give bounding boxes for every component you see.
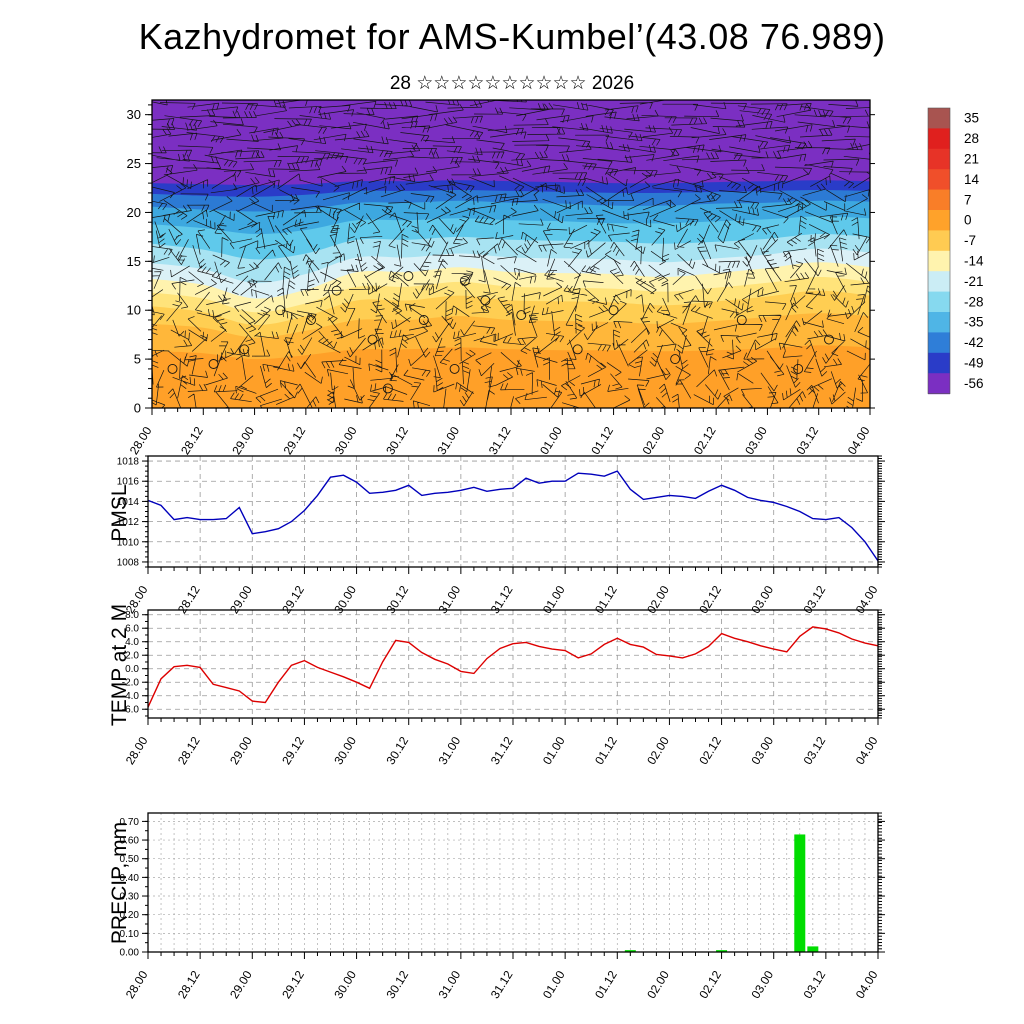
svg-text:-21: -21 (964, 274, 984, 289)
svg-text:02.00: 02.00 (644, 734, 672, 767)
svg-text:31.12: 31.12 (488, 734, 516, 767)
svg-text:29.12: 29.12 (279, 968, 307, 1001)
svg-text:31.00: 31.00 (436, 734, 464, 767)
svg-text:28.00: 28.00 (123, 734, 151, 767)
svg-text:02.12: 02.12 (696, 734, 724, 767)
svg-text:10: 10 (127, 303, 141, 318)
svg-text:02.12: 02.12 (696, 968, 724, 1001)
svg-text:8.0: 8.0 (125, 610, 139, 621)
svg-text:01.00: 01.00 (540, 968, 568, 1001)
svg-text:0.10: 0.10 (120, 929, 140, 940)
svg-text:03.00: 03.00 (748, 968, 776, 1001)
svg-text:0: 0 (964, 213, 972, 228)
date-subtitle: 28 ☆☆☆☆☆☆☆☆☆☆ 2026 (389, 73, 635, 94)
svg-text:02.00: 02.00 (644, 968, 672, 1001)
temp-line-chart: 28.00 28.12 29.00 29.12 30.00 30.12 31.00 31.12… (122, 609, 885, 767)
svg-text:03.12: 03.12 (801, 968, 829, 1001)
precip-bar-chart: 28.00 28.12 29.00 29.12 30.00 30.12 31.00 31.12… (120, 812, 885, 1001)
svg-text:7: 7 (964, 192, 972, 207)
svg-text:1018: 1018 (117, 457, 140, 468)
svg-text:21: 21 (964, 152, 979, 167)
svg-text:2.0: 2.0 (125, 651, 139, 662)
svg-text:28.00: 28.00 (123, 968, 151, 1001)
svg-text:-56: -56 (964, 376, 984, 391)
svg-text:30.00: 30.00 (331, 734, 359, 767)
svg-text:0.30: 0.30 (120, 892, 140, 903)
svg-text:1012: 1012 (117, 517, 140, 528)
svg-text:03.12: 03.12 (801, 734, 829, 767)
pmsl-line-chart: 28.00 28.12 29.00 29.12 30.00 30.12 31.00 31.12… (117, 455, 885, 616)
svg-text:28: 28 (964, 131, 979, 146)
svg-text:0.40: 0.40 (120, 873, 140, 884)
svg-text:01.00: 01.00 (540, 734, 568, 767)
svg-text:14: 14 (964, 172, 980, 187)
svg-text:0: 0 (134, 401, 141, 416)
svg-text:1008: 1008 (117, 557, 140, 568)
svg-text:03.00: 03.00 (748, 734, 776, 767)
page-title: Kazhydromet for AMS-Kumbel’(43.08 76.989… (138, 16, 886, 57)
svg-text:0.00: 0.00 (120, 948, 140, 959)
svg-text:28.12: 28.12 (175, 968, 203, 1001)
svg-text:1010: 1010 (117, 537, 140, 548)
svg-text:0.50: 0.50 (120, 854, 140, 865)
svg-text:25: 25 (127, 156, 141, 171)
svg-text:0.60: 0.60 (120, 836, 140, 847)
svg-text:5: 5 (134, 352, 141, 367)
svg-text:29.00: 29.00 (227, 968, 255, 1001)
svg-text:01.12: 01.12 (592, 968, 620, 1001)
svg-text:-7: -7 (964, 233, 976, 248)
svg-text:35: 35 (964, 111, 979, 126)
svg-text:0.20: 0.20 (120, 910, 140, 921)
svg-text:-4.0: -4.0 (122, 691, 140, 702)
svg-text:-2.0: -2.0 (122, 678, 140, 689)
temperature-colorbar: 35 28 21 14 7 0 -7 -14 -21 -28 -35 -42 -49 -56 (927, 107, 984, 395)
svg-text:31.00: 31.00 (436, 968, 464, 1001)
svg-text:04.00: 04.00 (853, 734, 881, 767)
svg-text:6.0: 6.0 (125, 624, 139, 635)
svg-text:01.12: 01.12 (592, 734, 620, 767)
svg-text:28.12: 28.12 (175, 734, 203, 767)
wind-temperature-cross-section-chart: 28.00 28.12 29.00 29.12 30.00 30.12 31.00 31.12… (127, 99, 875, 457)
svg-text:31.12: 31.12 (488, 968, 516, 1001)
svg-text:29.00: 29.00 (227, 734, 255, 767)
svg-text:1016: 1016 (117, 477, 140, 488)
svg-text:-6.0: -6.0 (122, 705, 140, 716)
svg-text:30: 30 (127, 107, 141, 122)
svg-text:04.00: 04.00 (853, 968, 881, 1001)
svg-text:15: 15 (127, 254, 141, 269)
svg-text:1014: 1014 (117, 497, 140, 508)
svg-text:30.00: 30.00 (331, 968, 359, 1001)
svg-text:4.0: 4.0 (125, 637, 139, 648)
svg-text:30.12: 30.12 (383, 734, 411, 767)
svg-text:30.12: 30.12 (383, 968, 411, 1001)
svg-text:-42: -42 (964, 335, 984, 350)
svg-text:20: 20 (127, 205, 141, 220)
svg-text:-14: -14 (964, 254, 984, 269)
svg-text:29.12: 29.12 (279, 734, 307, 767)
svg-text:-28: -28 (964, 294, 984, 309)
svg-text:0.70: 0.70 (120, 817, 140, 828)
svg-text:0.0: 0.0 (125, 664, 139, 675)
svg-text:-49: -49 (964, 356, 984, 371)
svg-text:-35: -35 (964, 315, 984, 330)
